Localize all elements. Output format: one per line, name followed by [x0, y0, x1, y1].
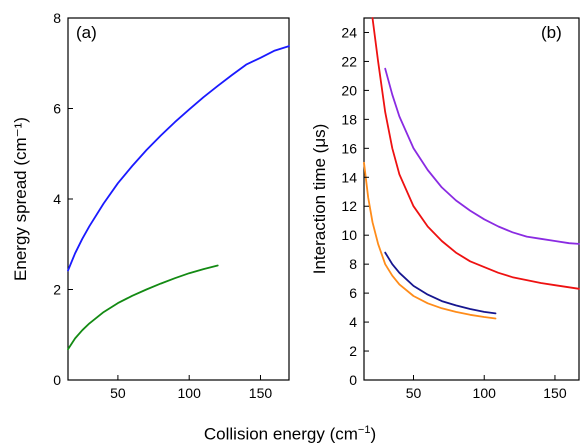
y-tick-label: 0: [53, 372, 61, 388]
panel-b-tag: (b): [541, 23, 562, 42]
panel-b-lines: [363, 17, 580, 320]
series-line-a-0: [67, 45, 290, 272]
y-tick-label: 2: [53, 282, 61, 298]
panel-a: 50 100 150 0 2 4 6 8 (a) Energy spread (cm⁻¹): [11, 10, 290, 401]
panel-b-ylabel: Interaction time (μs): [310, 124, 329, 275]
panel-a-ticks: 50 100 150 0 2 4 6 8: [53, 10, 272, 401]
series-line-b-1: [371, 17, 580, 290]
series-line-b-3: [363, 161, 497, 320]
y-tick-label: 24: [341, 24, 357, 40]
y-tick-label: 12: [341, 198, 357, 214]
shared-xlabel-exponent: −1: [357, 424, 371, 436]
panel-b-frame: [363, 17, 580, 381]
y-tick-label: 8: [349, 256, 357, 272]
y-tick-label: 0: [349, 372, 357, 388]
panel-a-lines: [67, 45, 290, 351]
x-tick-label: 50: [110, 385, 126, 401]
y-tick-label: 6: [53, 101, 61, 117]
series-line-b-0: [384, 67, 580, 245]
y-tick-label: 10: [341, 227, 357, 243]
y-tick-label: 4: [53, 191, 61, 207]
panel-a-tag: (a): [76, 23, 97, 42]
x-tick-label: 150: [249, 385, 273, 401]
x-tick-label: 150: [543, 385, 567, 401]
y-tick-label: 4: [349, 314, 357, 330]
panel-a-frame: [67, 17, 290, 381]
shared-xlabel: Collision energy (cm−1): [0, 424, 580, 445]
x-tick-label: 100: [178, 385, 202, 401]
y-tick-label: 20: [341, 82, 357, 98]
y-tick-label: 16: [341, 140, 357, 156]
y-tick-label: 22: [341, 53, 357, 69]
y-tick-label: 14: [341, 169, 357, 185]
y-tick-label: 8: [53, 10, 61, 26]
shared-xlabel-prefix: Collision energy (cm: [203, 424, 358, 444]
shared-xlabel-suffix: ): [370, 424, 377, 444]
y-tick-label: 18: [341, 111, 357, 127]
y-tick-label: 6: [349, 285, 357, 301]
series-line-b-2: [384, 251, 497, 315]
y-tick-label: 2: [349, 343, 357, 359]
x-tick-label: 50: [406, 385, 422, 401]
panel-a-ylabel: Energy spread (cm⁻¹): [11, 117, 30, 281]
x-tick-label: 100: [473, 385, 497, 401]
series-line-a-1: [67, 264, 219, 351]
